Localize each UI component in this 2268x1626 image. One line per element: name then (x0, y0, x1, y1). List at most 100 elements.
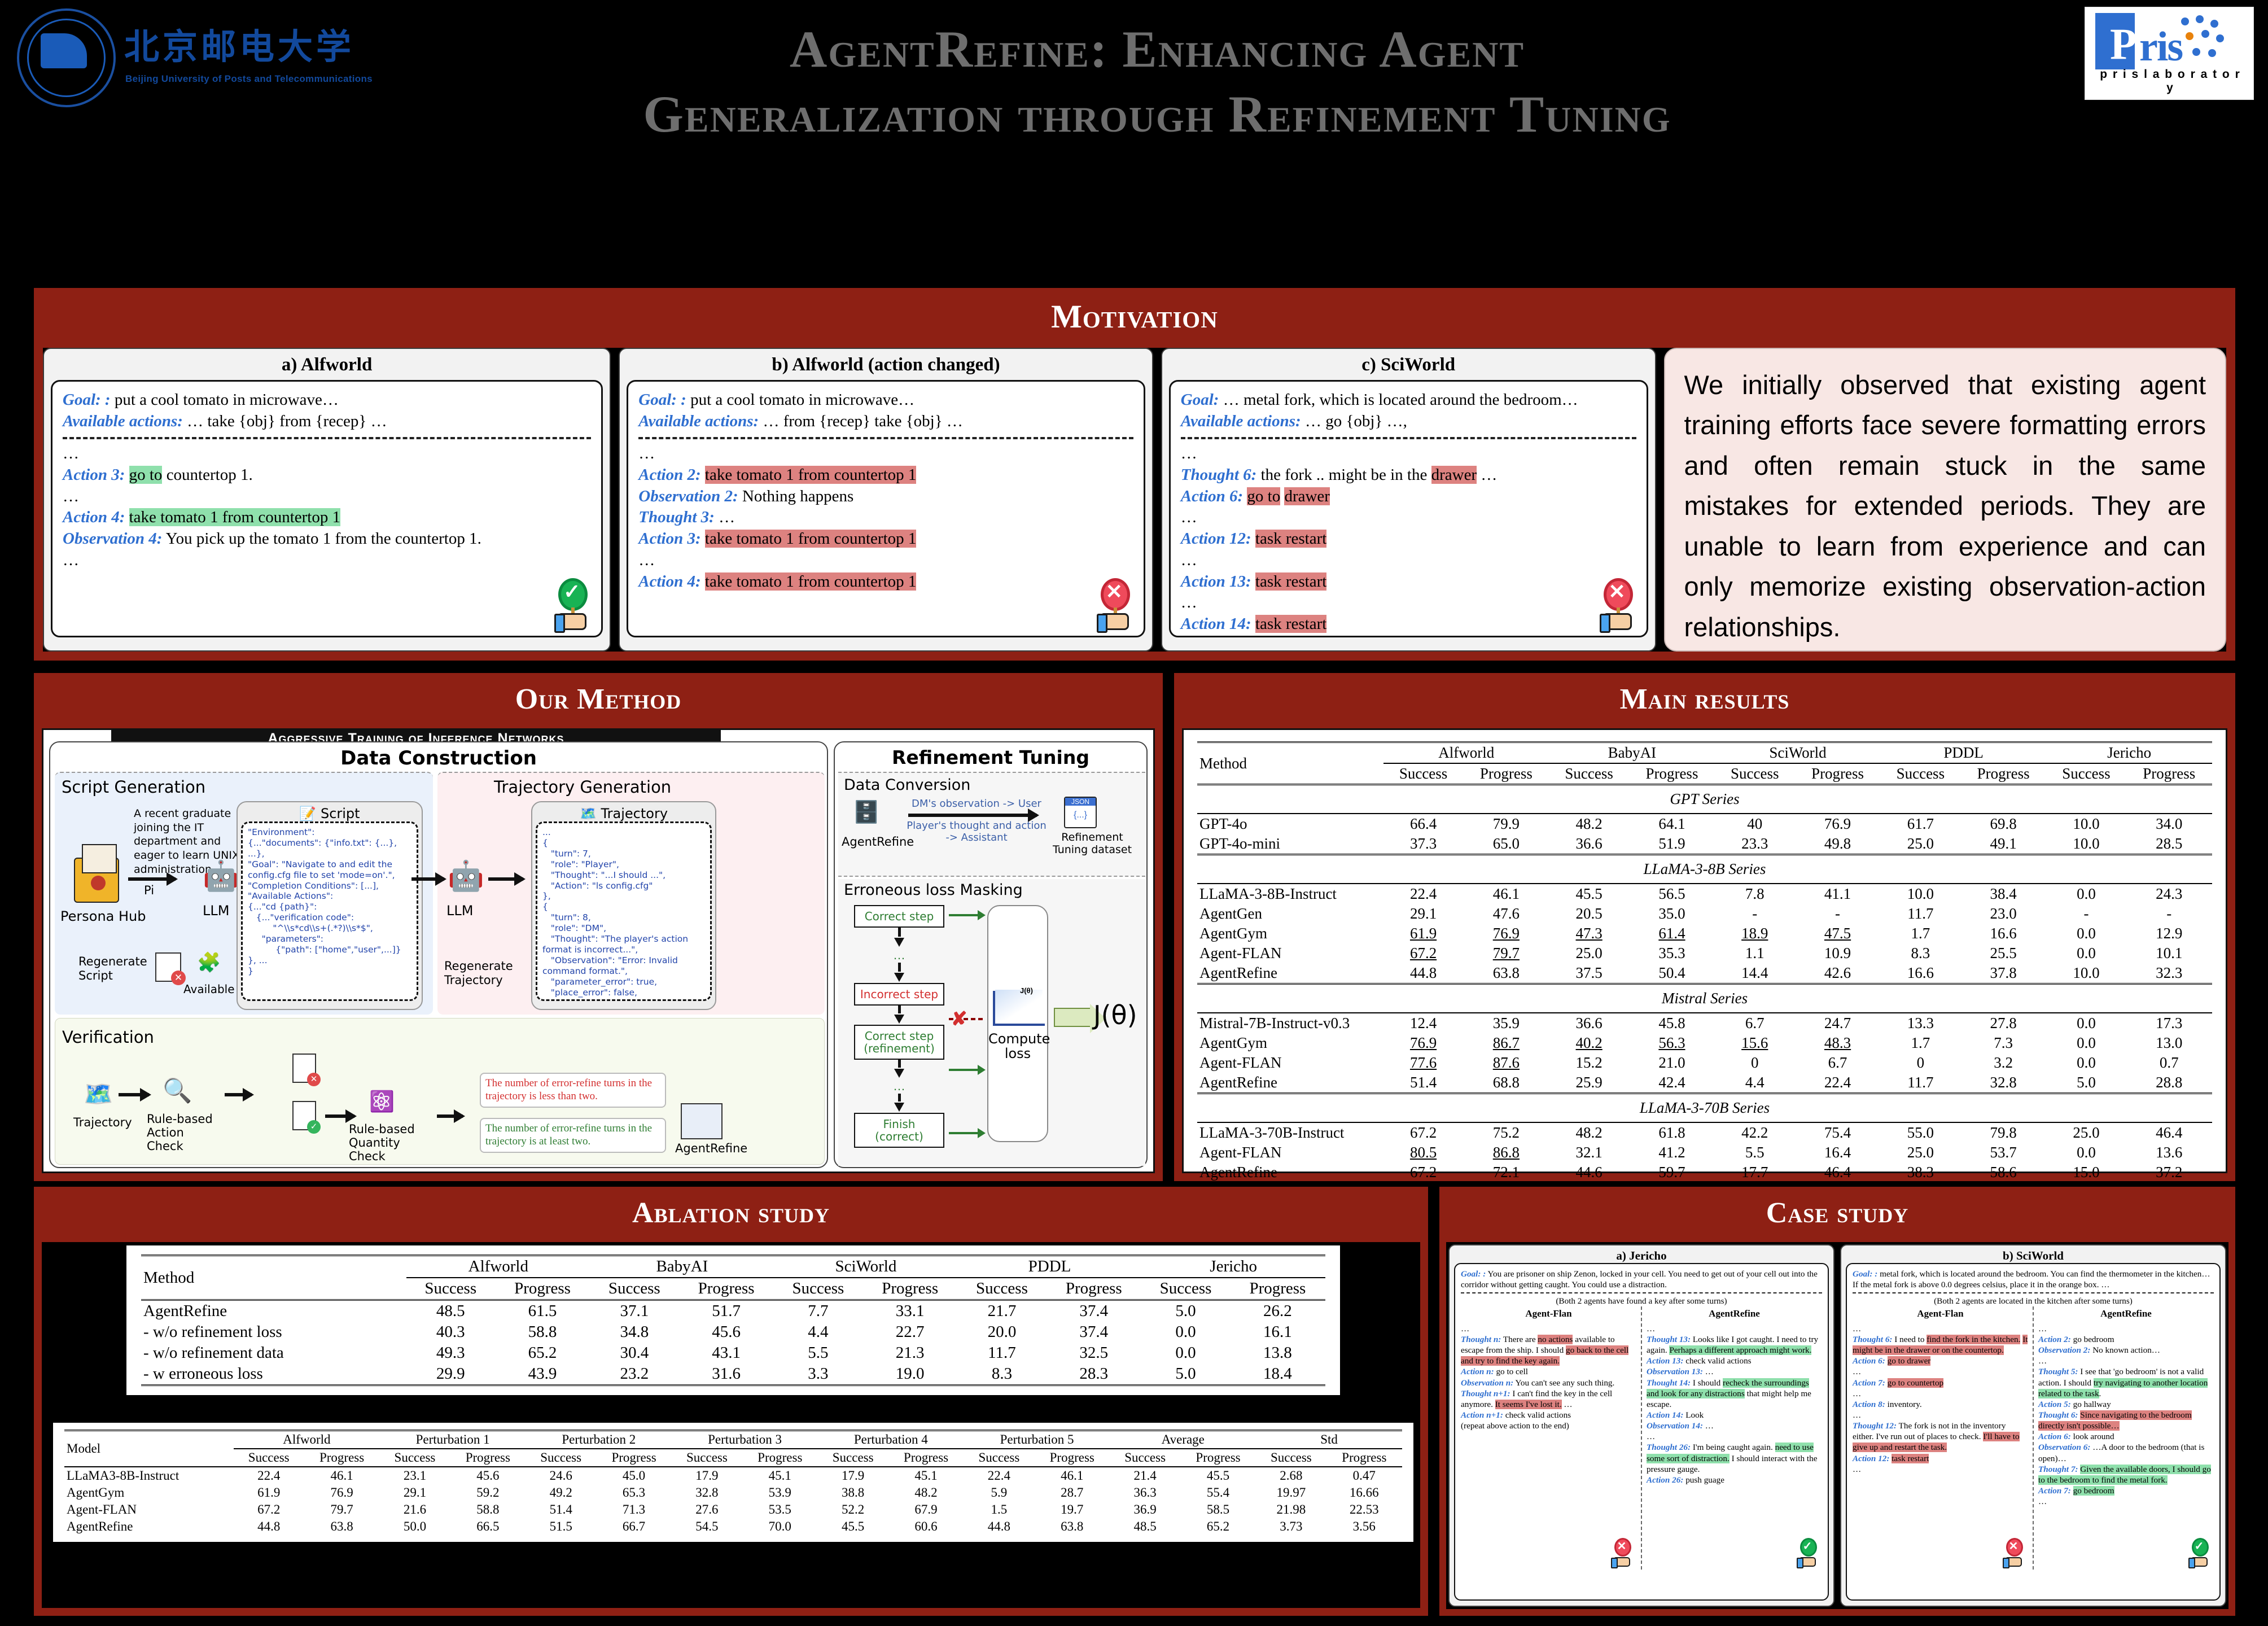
agentrefine-source-label: AgentRefine (842, 835, 914, 849)
arrow-conversion (908, 808, 1039, 822)
table-metric-row: Success Progress Success Progress Success Pro… (1197, 763, 2212, 785)
section-title-method: Our Method (34, 673, 1163, 725)
script-card-title: 📝 Script (241, 806, 418, 821)
col-metric-header: Progress (698, 1279, 755, 1297)
table-cell: 21.3 (895, 1344, 925, 1362)
refinement-tuning-title: Refinement Tuning (892, 746, 1089, 768)
row-model: AgentRefine (67, 1519, 133, 1533)
table-cell: 32.3 (2156, 964, 2183, 981)
table-cell: 44.8 (1409, 964, 1437, 981)
table-cell: 13.0 (2156, 1034, 2183, 1051)
case-note: (Both 2 agents are located in the kitche… (1934, 1296, 2133, 1306)
col-group-header: Average (1110, 1430, 1256, 1449)
table-cell: 40.2 (1575, 1034, 1603, 1051)
table-cell: 42.2 (1741, 1124, 1768, 1141)
table-cell: 69.8 (1990, 815, 2017, 832)
conversion-rule-2: Player's thought and action -> Assistant (907, 820, 1047, 843)
verdict-thumb-bad-icon: ✕ (1597, 578, 1637, 633)
table-row: AgentRefine 44.8 63.8 37.5 50.4 14.4 42.6 16.6 3… (1197, 963, 2212, 984)
row-model: AgentGym (67, 1485, 125, 1500)
table-cell: 65.3 (622, 1485, 646, 1500)
objective-arrow-icon (1054, 1004, 1106, 1033)
table-cell: 54.5 (695, 1519, 719, 1533)
table-cell: 42.4 (1658, 1074, 1685, 1091)
trajectory-card: 🗺️ Trajectory ... { "turn": 7, "role": "… (531, 801, 716, 1010)
table-cell: 75.4 (1824, 1124, 1851, 1141)
table-cell: 70.0 (768, 1519, 791, 1533)
refinement-tuning-panel: Refinement Tuning Data Conversion 🗄️ Age… (834, 741, 1148, 1168)
case-line: Action 6: look around (2038, 1432, 2114, 1442)
example-line: … (1180, 508, 1197, 527)
col-metric-header: Success (978, 1450, 1020, 1465)
agent-name-left: Agent-Flan (1917, 1308, 1964, 1319)
table-cell: 6.7 (1828, 1054, 1847, 1071)
col-metric-header: Progress (1065, 1279, 1122, 1297)
case-line: Thought 26: I'm being caught again. need… (1647, 1443, 1818, 1474)
example-title: b) Alfworld (action changed) (772, 355, 1000, 375)
university-logo: 北京邮电大学 Beijing University of Posts and T… (11, 6, 412, 113)
table-cell: 27.8 (1990, 1015, 2017, 1031)
table-cell: 10.0 (1907, 885, 1934, 902)
row-method: AgentGym (1199, 1034, 1267, 1051)
table-cell: 22.4 (257, 1468, 281, 1483)
actions-label: Available actions: (63, 412, 183, 430)
table-cell: 31.6 (712, 1365, 741, 1383)
university-name-en: Beijing University of Posts and Telecomm… (125, 73, 373, 84)
case-line: (repeat above action to the end) (1461, 1421, 1569, 1431)
col-metric-header: Progress (1196, 1450, 1241, 1465)
table-cell: 16.66 (1349, 1485, 1379, 1500)
table-cell: 45.5 (1206, 1468, 1230, 1483)
table-cell: 56.3 (1658, 1034, 1685, 1051)
table-cell: 25.0 (1575, 945, 1603, 961)
goal-text: … metal fork, which is located around th… (1223, 391, 1578, 409)
rule-quantity-check-icon: ⚛️ (369, 1090, 395, 1113)
table-cell: 32.8 (695, 1485, 719, 1500)
verdict-mark: ✕ (1105, 580, 1123, 603)
trajectory-card-title: 🗺️ Trajectory (536, 806, 712, 821)
objective-label: J(θ) (1093, 1000, 1137, 1030)
example-line: … (638, 550, 655, 569)
example-line: … (63, 487, 79, 505)
pris-letter-p: P (2110, 19, 2137, 68)
example-line: … (638, 444, 655, 463)
data-construction-panel: Data Construction Script Generation Pers… (49, 741, 828, 1168)
table-cell: 79.7 (1492, 945, 1520, 961)
table-row: AgentGym 61.9 76.9 29.1 59.2 49.2 65.3 32.8 53.9… (64, 1484, 1402, 1501)
loss-curve-icon (993, 990, 1045, 1026)
table-cell: 48.5 (436, 1302, 465, 1320)
table-cell: 79.8 (1990, 1124, 2017, 1141)
col-group-header: PDDL (957, 1255, 1142, 1278)
table-cell: 8.3 (991, 1365, 1013, 1383)
section-ablation: Ablation study Method Alfworld BabyAI SciWo… (34, 1187, 1428, 1616)
table-cell: 76.9 (330, 1485, 353, 1500)
table-row: - w/o refinement data 49.3 65.2 30.4 43.1 5.5… (141, 1343, 1325, 1363)
case-col-agent-flan: Agent-Flan … Thought 6: I need to find th… (1853, 1306, 2028, 1570)
col-method-header: Method (1199, 754, 1247, 772)
table-cell: 65.2 (1206, 1519, 1230, 1533)
example-card-alfworld: a) Alfworld Goal: : put a cool tomato in… (43, 348, 611, 652)
table-row: - w erroneous loss 29.9 43.9 23.2 31.6 3.3 19.… (141, 1363, 1325, 1385)
goal-text: metal fork, which is located around the … (1853, 1269, 2210, 1290)
col-group-header: Perturbation 5 (964, 1430, 1110, 1449)
table-cell: 59.2 (476, 1485, 500, 1500)
example-body: Goal: : put a cool tomato in microwave… … (627, 380, 1145, 637)
table-cell: 33.1 (895, 1302, 925, 1320)
table-cell: 35.9 (1492, 1015, 1520, 1031)
table-cell: 65.2 (528, 1344, 557, 1362)
table-metric-row: Success Progress Success Progress Success Pro… (141, 1278, 1325, 1300)
table-cell: 67.2 (1409, 1164, 1437, 1181)
example-line: … (63, 444, 79, 463)
case-line: Thought 7: Given the available doors, I … (2038, 1464, 2211, 1485)
table-cell: 18.9 (1741, 925, 1768, 942)
example-line: … (1180, 593, 1197, 612)
verdict-thumb-good-icon: ✓ (2188, 1538, 2210, 1569)
case-col-agent-flan: Agent-Flan … Thought n: There are no acti… (1461, 1306, 1636, 1570)
example-title: c) SciWorld (1361, 355, 1456, 375)
col-metric-header: Progress (758, 1450, 803, 1465)
data-conversion-block: Data Conversion 🗄️ AgentRefine DM's obse… (838, 772, 1145, 877)
case-col-agentrefine: AgentRefine … Thought 13: Looks like I go… (1641, 1306, 1822, 1570)
table-cell: 20.5 (1575, 905, 1603, 922)
example-card-sciworld: c) SciWorld Goal: … metal fork, which is… (1161, 348, 1656, 652)
table-cell: 45.6 (476, 1468, 500, 1483)
table-group-row: Mistral Series (1197, 983, 2212, 1013)
